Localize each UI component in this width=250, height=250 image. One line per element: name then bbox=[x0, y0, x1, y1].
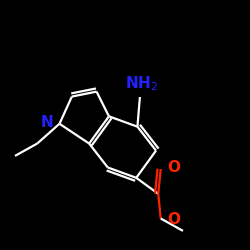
Text: O: O bbox=[167, 212, 180, 227]
Text: N: N bbox=[40, 115, 53, 130]
Text: O: O bbox=[167, 160, 180, 175]
Text: NH$_2$: NH$_2$ bbox=[125, 74, 158, 93]
